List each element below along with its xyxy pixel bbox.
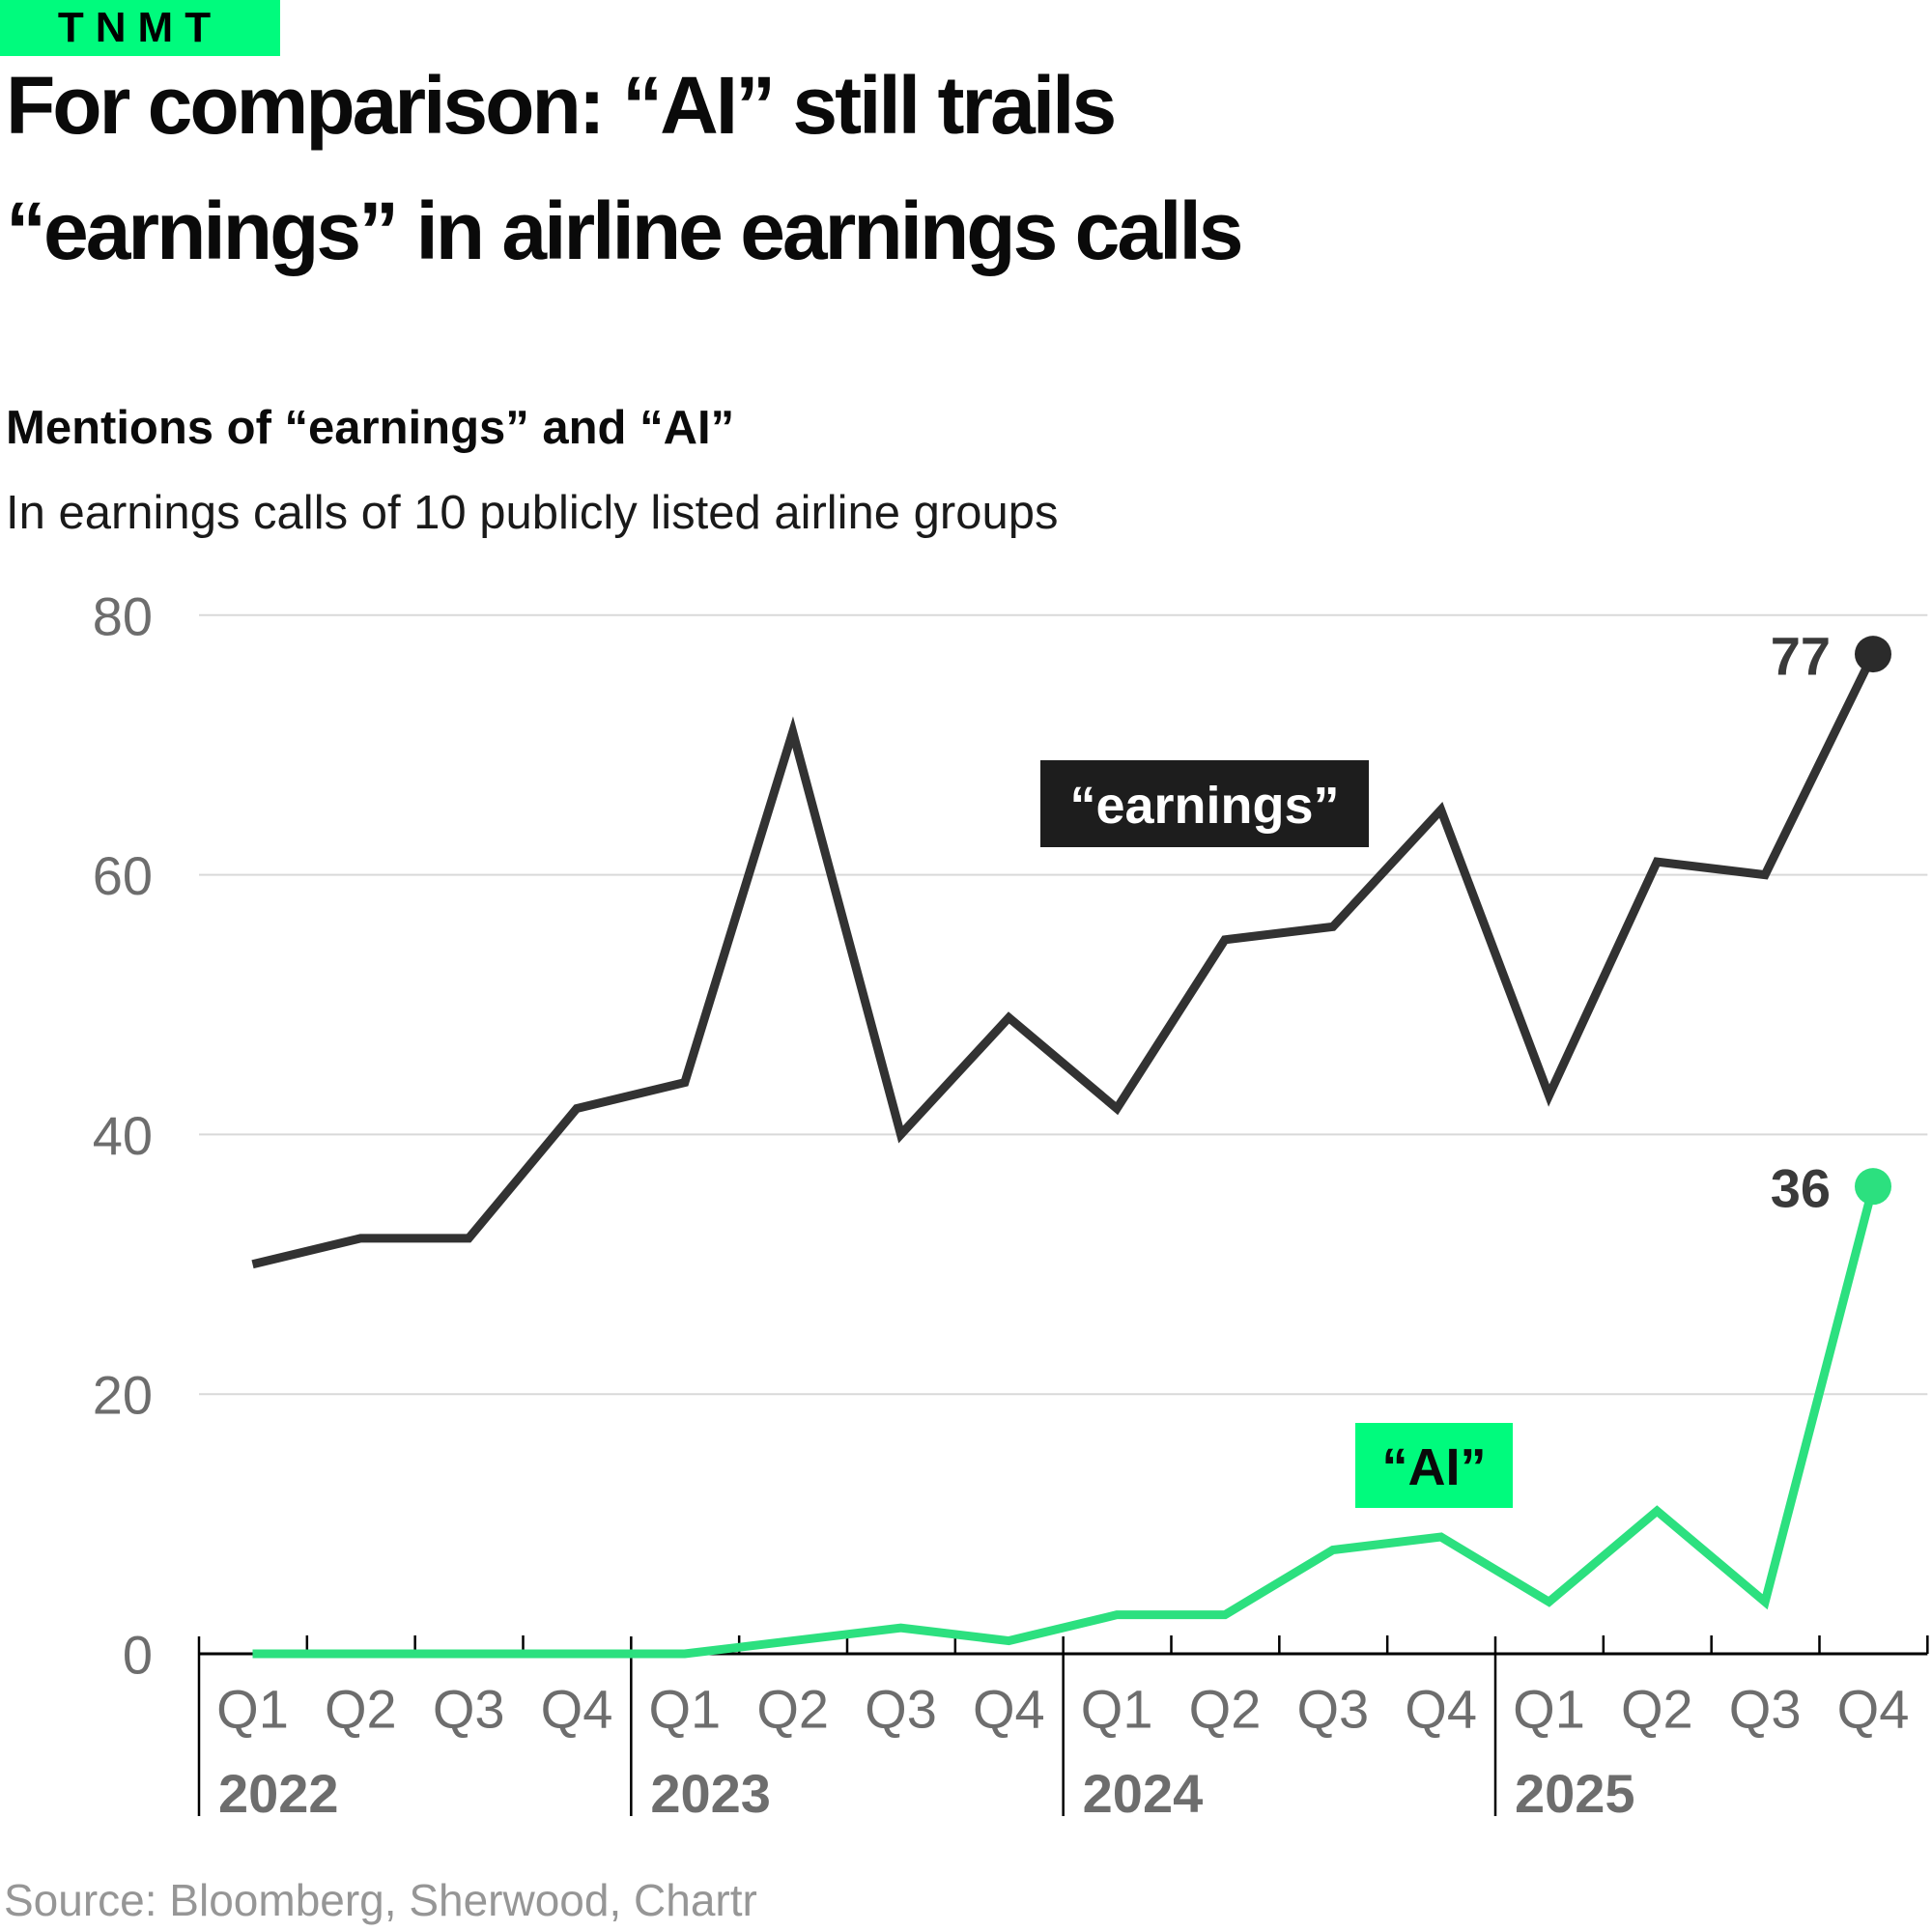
quarter-label-2023-Q2: Q2 [756, 1679, 829, 1740]
source-note: Source: Bloomberg, Sherwood, Chartr [4, 1875, 757, 1925]
quarter-label-2022-Q2: Q2 [325, 1679, 397, 1740]
tnmt-logo-text: TNMT [57, 4, 223, 51]
ai-end-dot [1854, 1168, 1891, 1206]
quarter-label-2024-Q1: Q1 [1081, 1679, 1153, 1740]
earnings-label-box [1040, 760, 1369, 847]
gridlines [199, 613, 1928, 1396]
chart-title: Mentions of “earnings” and “AI” [6, 402, 735, 454]
earnings-series-label: “earnings” [1069, 777, 1339, 835]
quarter-label-2022-Q1: Q1 [216, 1679, 289, 1740]
y-tick-label-80: 80 [93, 585, 153, 646]
y-tick-label-0: 0 [123, 1625, 153, 1686]
page-title: For comparison: “AI” still trails “earni… [6, 43, 1243, 294]
ai-line [252, 1185, 1878, 1659]
tnmt-logo: TNMT [0, 0, 280, 56]
quarter-label-2025-Q4: Q4 [1837, 1679, 1910, 1740]
year-label-2024: 2024 [1083, 1763, 1204, 1824]
earnings-line [251, 652, 1878, 1269]
quarter-label-2023-Q4: Q4 [973, 1679, 1045, 1740]
quarter-label-2025-Q3: Q3 [1729, 1679, 1802, 1740]
quarter-label-2022-Q4: Q4 [541, 1679, 613, 1740]
quarter-label-2024-Q2: Q2 [1189, 1679, 1262, 1740]
quarter-label-2023-Q3: Q3 [865, 1679, 937, 1740]
earnings-end-dot [1854, 636, 1891, 673]
axes: 0 20 40 60 80 Q1 Q2 Q3 Q4 2022 Q1 Q2 Q3 Q4 2023 Q1 Q2 Q3 Q… [93, 585, 1929, 1824]
y-tick-label-60: 60 [93, 845, 153, 906]
annotations: 77 “earnings” 36 “AI” [1040, 626, 1831, 1508]
quarter-label-2022-Q3: Q3 [433, 1679, 505, 1740]
quarter-label-2025-Q1: Q1 [1513, 1679, 1585, 1740]
quarter-label-2023-Q1: Q1 [648, 1679, 721, 1740]
year-label-2025: 2025 [1515, 1763, 1635, 1824]
quarter-label-2024-Q3: Q3 [1296, 1679, 1369, 1740]
year-label-2023: 2023 [650, 1763, 771, 1824]
ai-series-label: “AI” [1382, 1438, 1487, 1496]
quarter-label-2025-Q2: Q2 [1621, 1679, 1693, 1740]
title-line-2: “earnings” in airline earnings calls [6, 185, 1243, 276]
ai-end-value: 36 [1771, 1158, 1831, 1219]
earnings-end-value: 77 [1771, 626, 1831, 687]
year-label-2022: 2022 [218, 1763, 339, 1824]
title-line-1: For comparison: “AI” still trails [6, 60, 1117, 151]
y-tick-label-20: 20 [93, 1365, 153, 1426]
quarter-label-2024-Q4: Q4 [1405, 1679, 1477, 1740]
data-series [251, 636, 1891, 1659]
ai-label-box [1355, 1423, 1513, 1508]
chart-subtitle: In earnings calls of 10 publicly listed … [6, 487, 1059, 539]
y-tick-label-40: 40 [93, 1105, 153, 1166]
